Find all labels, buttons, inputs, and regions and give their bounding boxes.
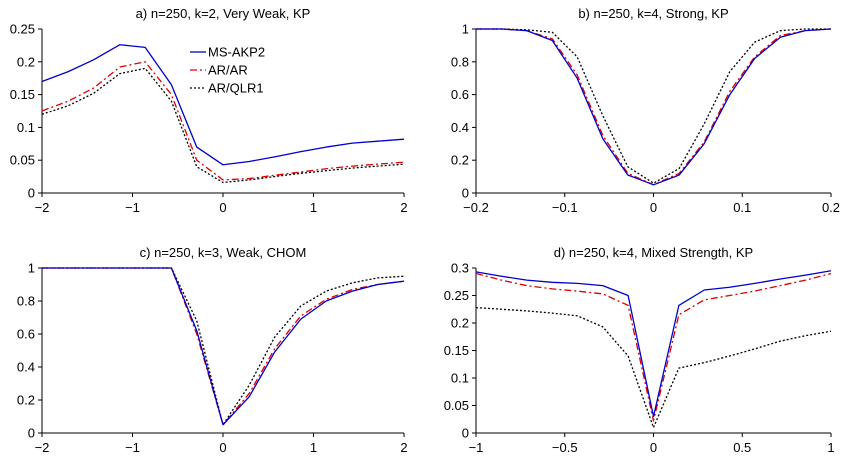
chart-panel-1: b) n=250, k=4, Strong, KP 0 0.2 0.4 0.6 0.8 1 −… [451,6,840,215]
x-tick-label: −1 [125,440,140,455]
x-tick-label: 0 [219,200,226,215]
y-tick-label: 0.15 [10,87,35,102]
x-tick-label: 0 [219,440,226,455]
y-tick-label: 0.05 [10,153,35,168]
series-line-ar-ar [41,61,405,181]
y-tick-label: 0.4 [451,120,469,135]
y-tick-label: 0 [28,186,35,201]
panel-title: b) n=250, k=4, Strong, KP [578,6,728,21]
y-tick-label: 1 [28,261,35,276]
x-tick-label: 2 [400,440,407,455]
panel-title: c) n=250, k=3, Weak, CHOM [140,245,307,260]
x-tick-label: 1 [310,440,317,455]
chart-panel-2: c) n=250, k=3, Weak, CHOM 0 0.2 0.4 0.6 0.8 1 −… [17,245,408,455]
y-tick-label: 0.05 [444,398,469,413]
x-tick-label: −2 [35,200,50,215]
panel-title: d) n=250, k=4, Mixed Strength, KP [554,245,753,260]
x-tick-label: 1 [310,200,317,215]
x-tick-label: −0.5 [552,440,578,455]
series-line-ar-ar [475,272,832,422]
legend-label: AR/AR [208,63,248,78]
y-tick-label: 0.2 [17,54,35,69]
y-tick-label: 0.8 [17,294,35,309]
x-tick-label: 0.1 [733,200,751,215]
x-tick-label: 0 [650,200,657,215]
series-line-ar-qlr1 [41,67,405,184]
x-tick-label: −0.2 [463,200,489,215]
legend-label: AR/QLR1 [208,81,264,96]
x-tick-label: 2 [400,200,407,215]
y-tick-label: 0.3 [451,261,469,276]
y-tick-label: 0.25 [10,22,35,37]
y-tick-label: 0.25 [444,288,469,303]
chart-panel-3: d) n=250, k=4, Mixed Strength, KP 0 0.05 0.… [444,245,835,455]
x-tick-label: −1 [125,200,140,215]
x-tick-label: 1 [827,440,834,455]
y-tick-label: 0 [462,426,469,441]
series-line-ms-akp2 [475,270,832,418]
y-tick-label: 0.2 [451,316,469,331]
y-tick-label: 0.2 [17,393,35,408]
series-line-ar-qlr1 [475,306,832,429]
y-tick-label: 0.6 [17,327,35,342]
y-tick-label: 0.15 [444,343,469,358]
y-tick-label: 0 [462,186,469,201]
legend: MS-AKP2 AR/AR AR/QLR1 [190,45,265,96]
series-line-ms-akp2 [41,44,405,166]
y-tick-label: 0.2 [451,153,469,168]
x-tick-label: 0.5 [733,440,751,455]
chart-panel-0: a) n=250, k=2, Very Weak, KP 0 0.05 0.1 0.15… [10,6,408,215]
series-line-ms-akp2 [42,267,405,426]
panel-title: a) n=250, k=2, Very Weak, KP [136,6,311,21]
series-line-ms-akp2 [476,28,832,186]
x-tick-label: −2 [35,440,50,455]
y-tick-label: 1 [462,22,469,37]
x-tick-label: −0.1 [552,200,578,215]
x-tick-label: −1 [469,440,484,455]
y-tick-label: 0.4 [17,360,35,375]
y-tick-label: 0.1 [17,120,35,135]
y-tick-label: 0 [28,426,35,441]
y-tick-label: 0.1 [451,371,469,386]
x-tick-label: 0 [650,440,657,455]
y-tick-label: 0.8 [451,54,469,69]
legend-label: MS-AKP2 [208,45,265,60]
x-tick-label: 0.2 [822,200,840,215]
y-tick-label: 0.6 [451,87,469,102]
